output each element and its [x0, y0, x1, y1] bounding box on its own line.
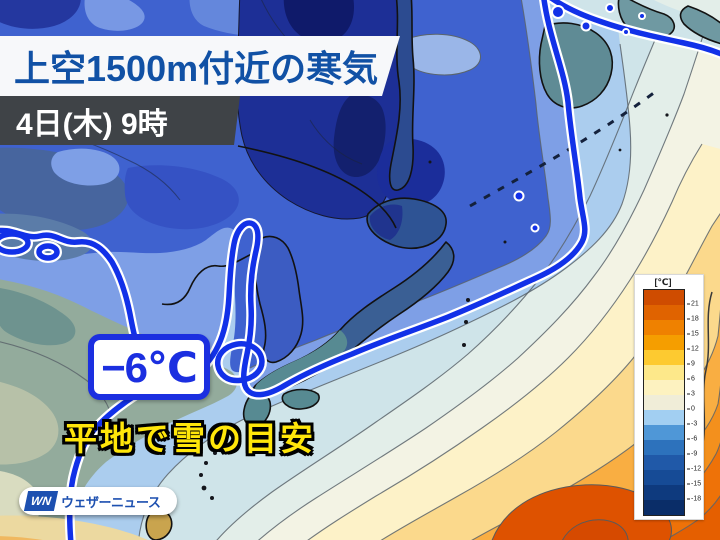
datetime-label: 4日(木) 9時	[16, 107, 168, 141]
temp-value: −6℃	[101, 343, 198, 391]
logo: WN ウェザーニュース	[19, 487, 177, 515]
legend-unit-label: [℃]	[654, 277, 672, 287]
snow-caption: 平地で雪の目安	[64, 420, 316, 457]
title-banner: 上空1500m付近の寒気	[0, 36, 400, 96]
date-banner: 4日(木) 9時	[0, 96, 240, 145]
temperature-legend: [℃] 21 18 15 12 9 6 3 0 -3 -6 -9 -12 -15 -18	[634, 274, 704, 520]
logo-text: ウェザーニュース	[61, 494, 161, 510]
legend-ticks: 21 18 15 12 9 6 3 0 -3 -6 -9 -12 -15 -18	[687, 289, 704, 514]
legend-colorbar	[643, 289, 685, 516]
temp-label-box: −6℃	[88, 334, 210, 400]
page-title: 上空1500m付近の寒気	[14, 48, 379, 89]
wn-logo-icon: WN	[23, 491, 59, 511]
